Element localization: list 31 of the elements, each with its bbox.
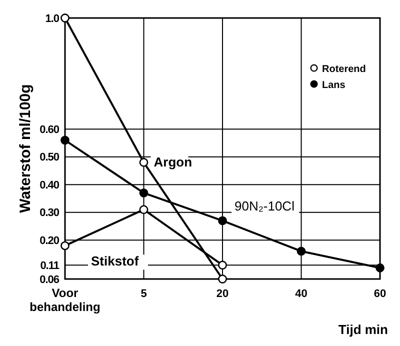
y-tick-label: 0.40 [40,179,60,192]
y-tick-label: 1.0 [45,12,60,25]
annotation: Roterend [322,64,366,75]
x-axis-title: Tijd min [338,322,388,337]
point [376,263,384,272]
point [60,14,70,22]
y-tick-label: 0.30 [40,207,60,220]
y-tick-label: 0.60 [40,124,60,136]
point [60,241,70,250]
series-label: Argon [154,154,192,170]
annotation: Lans [322,80,346,91]
y-axis-title: Waterstof ml/100g [17,84,34,213]
y-tick-label: 0.50 [40,152,60,164]
series-label: 90N₂-10Cl [234,198,295,214]
x-tick-label: Voor behandeling [30,286,100,314]
x-tick-label: 20 [216,288,229,300]
point [218,260,227,270]
x-tick-label: 5 [140,288,147,300]
point [296,246,306,256]
point [218,274,227,284]
point [139,188,148,198]
y-tick-label: 0.11 [40,260,60,272]
x-tick-label: 40 [295,288,308,300]
series-label: Stikstof [91,254,140,269]
y-tick-label: 0.06 [40,274,60,286]
x-tick-label: 60 [374,288,386,300]
point [60,136,70,145]
point [139,205,148,214]
y-tick-label: 0.20 [40,234,60,247]
point [218,216,227,226]
point [139,158,148,167]
